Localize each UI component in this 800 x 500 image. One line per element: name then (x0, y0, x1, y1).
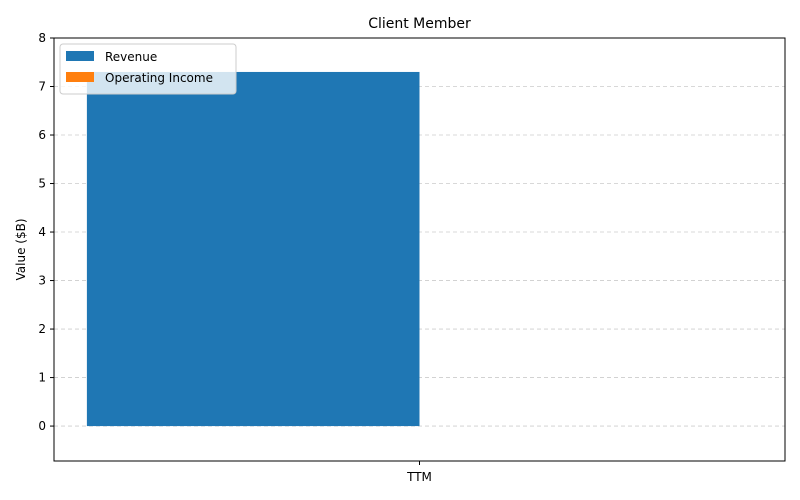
y-tick-label: 2 (38, 322, 46, 336)
legend-box (59, 43, 237, 95)
y-tick-label: 8 (38, 31, 46, 45)
y-axis-label: Value ($B) (14, 219, 28, 281)
y-tick-label: 3 (38, 274, 46, 288)
y-tick-label: 6 (38, 128, 46, 142)
y-tick-label: 4 (38, 225, 46, 239)
chart-title: Client Member (368, 16, 471, 32)
legend-entry: Revenue (105, 50, 157, 64)
y-tick-label: 1 (38, 371, 46, 385)
legend-entry: Operating Income (105, 71, 213, 85)
y-tick-label: 7 (38, 80, 46, 94)
bar-revenue (86, 71, 420, 427)
x-axis-ticks: TTM (406, 461, 432, 484)
y-tick-label: 0 (38, 419, 46, 433)
x-tick-label: TTM (406, 470, 432, 484)
bars (86, 71, 420, 427)
legend: Revenue Operating Income (59, 43, 237, 95)
legend-swatch (66, 51, 94, 61)
y-tick-label: 5 (38, 177, 46, 191)
legend-swatch (66, 72, 94, 82)
y-axis-ticks: 0 1 2 3 4 5 6 7 8 (38, 31, 54, 433)
